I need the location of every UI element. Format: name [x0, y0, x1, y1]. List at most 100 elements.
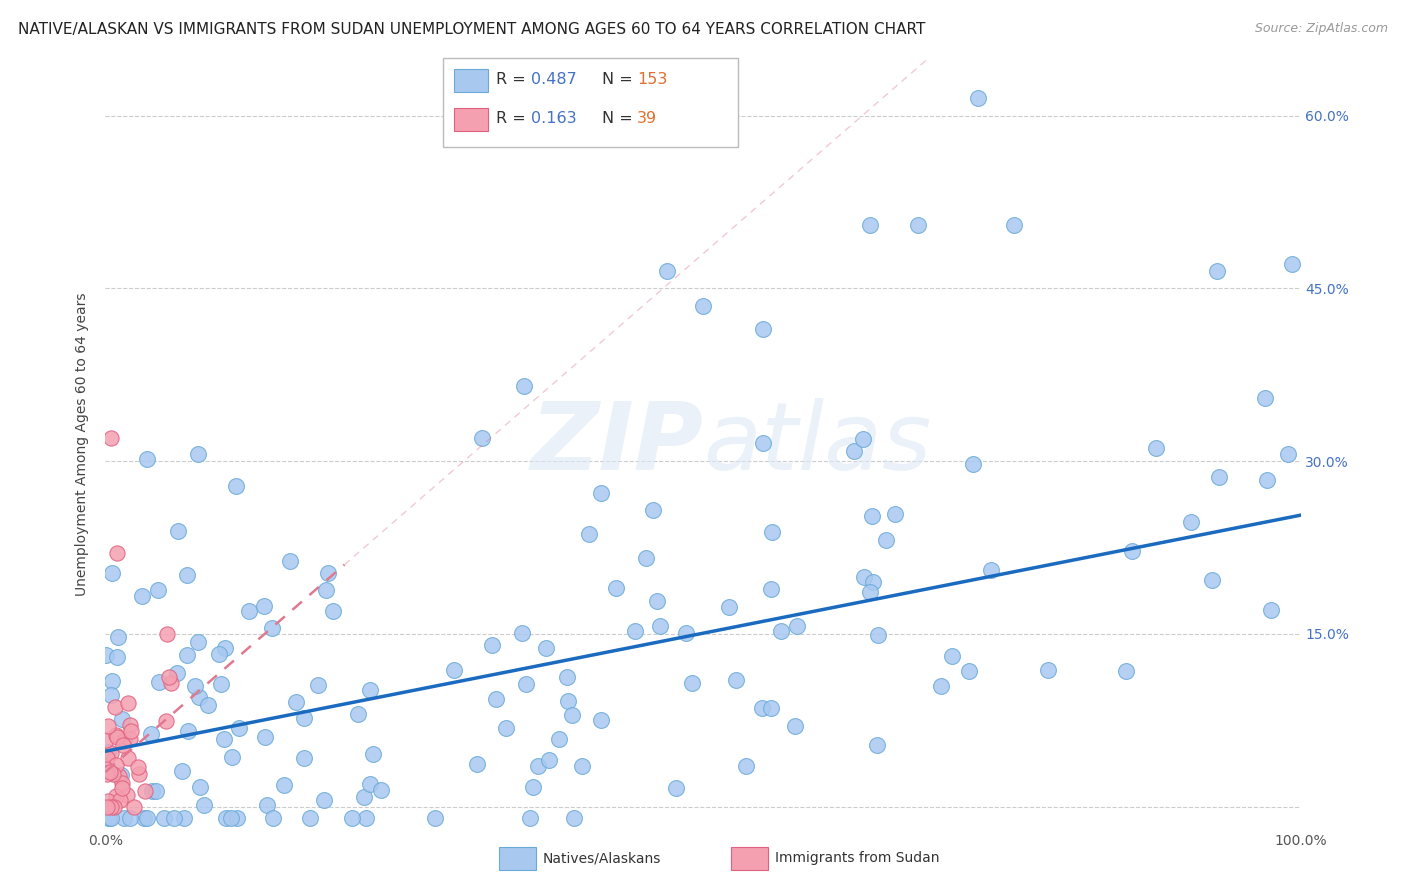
- Point: [571, 759, 593, 773]
- Point: [783, 718, 806, 732]
- Point: [718, 600, 741, 615]
- Point: [107, 546, 129, 560]
- Point: [262, 621, 284, 635]
- Point: [209, 677, 232, 691]
- Point: [359, 682, 381, 697]
- Point: [226, 811, 249, 825]
- Point: [591, 713, 613, 727]
- Point: [110, 768, 132, 782]
- Point: [273, 778, 295, 792]
- Point: [770, 624, 793, 639]
- Point: [176, 648, 198, 662]
- Point: [94, 732, 117, 747]
- Point: [107, 630, 129, 644]
- Point: [105, 728, 128, 742]
- Point: [735, 759, 758, 773]
- Point: [547, 731, 569, 746]
- Point: [852, 432, 875, 446]
- Point: [145, 784, 167, 798]
- Point: [117, 751, 139, 765]
- Point: [101, 566, 124, 581]
- Point: [155, 714, 177, 728]
- Point: [132, 811, 155, 825]
- Point: [859, 584, 882, 599]
- Point: [578, 527, 600, 541]
- Point: [96, 799, 118, 814]
- Point: [884, 508, 907, 522]
- Point: [481, 638, 503, 652]
- Point: [315, 582, 337, 597]
- Point: [648, 619, 671, 633]
- Point: [148, 675, 170, 690]
- Point: [1281, 257, 1303, 271]
- Point: [941, 648, 963, 663]
- Point: [868, 628, 890, 642]
- Point: [97, 794, 120, 808]
- Point: [121, 723, 143, 738]
- Point: [665, 780, 688, 795]
- Point: [537, 753, 560, 767]
- Point: [370, 783, 392, 797]
- Point: [655, 264, 678, 278]
- Point: [104, 699, 127, 714]
- Text: N =: N =: [602, 72, 638, 87]
- Point: [228, 721, 250, 735]
- Point: [675, 626, 697, 640]
- Point: [141, 784, 163, 798]
- Point: [292, 711, 315, 725]
- Point: [322, 604, 344, 618]
- Point: [634, 550, 657, 565]
- Point: [1206, 264, 1229, 278]
- Point: [112, 811, 135, 825]
- Point: [96, 766, 118, 780]
- Point: [214, 640, 236, 655]
- Point: [510, 625, 533, 640]
- Point: [759, 700, 782, 714]
- Point: [262, 811, 284, 825]
- Point: [98, 765, 121, 780]
- Point: [187, 446, 209, 460]
- Point: [641, 503, 664, 517]
- Point: [131, 590, 153, 604]
- Point: [254, 731, 277, 745]
- Point: [183, 679, 205, 693]
- Point: [111, 712, 134, 726]
- Point: [527, 759, 550, 773]
- Point: [443, 663, 465, 677]
- Text: R =: R =: [496, 72, 531, 87]
- Text: 39: 39: [637, 112, 657, 126]
- Point: [1121, 543, 1143, 558]
- Point: [105, 730, 128, 744]
- Point: [562, 811, 585, 825]
- Point: [980, 563, 1002, 577]
- Point: [761, 524, 783, 539]
- Point: [875, 533, 897, 547]
- Point: [108, 793, 131, 807]
- Point: [176, 567, 198, 582]
- Point: [118, 732, 141, 747]
- Point: [844, 444, 866, 458]
- Point: [225, 478, 247, 492]
- Point: [219, 811, 242, 825]
- Point: [555, 670, 578, 684]
- Point: [163, 811, 186, 825]
- Point: [515, 676, 537, 690]
- Point: [117, 696, 139, 710]
- Text: N =: N =: [602, 112, 638, 126]
- Point: [112, 738, 135, 752]
- Point: [114, 734, 136, 748]
- Point: [96, 751, 118, 765]
- Point: [359, 777, 381, 791]
- Point: [1115, 664, 1137, 678]
- Point: [1201, 573, 1223, 587]
- Point: [212, 732, 235, 747]
- Point: [97, 718, 120, 732]
- Point: [193, 797, 215, 812]
- Point: [519, 811, 541, 825]
- Point: [97, 811, 120, 825]
- Point: [97, 745, 120, 759]
- Point: [522, 780, 544, 795]
- Point: [104, 789, 127, 803]
- Point: [176, 723, 198, 738]
- Point: [292, 751, 315, 765]
